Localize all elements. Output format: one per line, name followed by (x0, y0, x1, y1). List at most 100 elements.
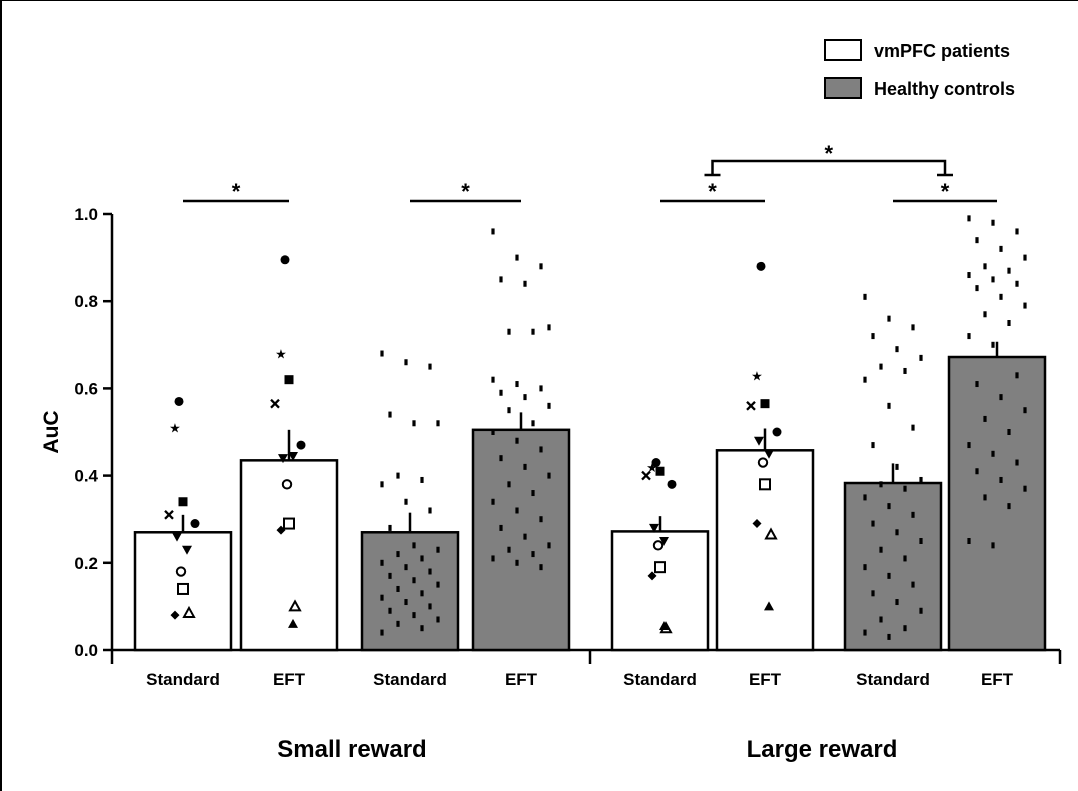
data-point (436, 420, 440, 427)
data-point (975, 468, 979, 475)
data-point (539, 263, 543, 270)
data-point (428, 363, 432, 370)
data-point (380, 594, 384, 601)
legend-swatch (824, 39, 862, 61)
data-point (991, 542, 995, 549)
significance-bracket (711, 159, 947, 175)
data-point (764, 527, 778, 540)
data-point (655, 466, 665, 476)
data-point (420, 625, 424, 632)
data-point (991, 219, 995, 226)
data-point (170, 610, 180, 620)
data-point (887, 402, 891, 409)
data-point (999, 245, 1003, 252)
legend-label: vmPFC patients (874, 41, 1010, 61)
data-point (436, 616, 440, 623)
data-point (983, 494, 987, 501)
data-point (404, 498, 408, 505)
significance-star: * (461, 179, 470, 204)
legend-swatch (824, 77, 862, 99)
data-point (531, 328, 535, 335)
data-point (647, 571, 657, 581)
data-point (641, 470, 651, 481)
y-tick-label: 0.8 (74, 292, 98, 311)
data-point (380, 559, 384, 566)
y-tick-label: 1.0 (74, 205, 98, 224)
data-point (174, 396, 184, 406)
data-point (752, 519, 762, 529)
data-point (879, 546, 883, 553)
data-point (523, 280, 527, 287)
data-point (380, 481, 384, 488)
data-point (396, 551, 400, 558)
data-point (523, 463, 527, 470)
significance-star: * (708, 179, 717, 204)
data-point (764, 449, 774, 459)
data-point (764, 601, 774, 611)
data-point (404, 564, 408, 571)
data-point (759, 478, 771, 491)
data-point (539, 385, 543, 392)
bar (239, 459, 339, 652)
data-point (879, 363, 883, 370)
data-point (654, 561, 666, 574)
data-point (436, 581, 440, 588)
data-point (531, 420, 535, 427)
data-point (281, 479, 293, 490)
data-point (975, 237, 979, 244)
bar (471, 428, 571, 652)
data-point (547, 402, 551, 409)
data-point (182, 605, 196, 618)
x-category-label: EFT (749, 670, 782, 689)
data-point (756, 261, 766, 271)
data-point (903, 367, 907, 374)
data-point (190, 519, 200, 529)
data-point (547, 324, 551, 331)
y-tick-label: 0.4 (74, 467, 98, 486)
data-point (491, 228, 495, 235)
data-point (523, 394, 527, 401)
data-point (887, 315, 891, 322)
data-point (499, 455, 503, 462)
legend: vmPFC patients Healthy controls (824, 39, 1015, 99)
significance-star: * (941, 179, 950, 204)
data-point (1023, 407, 1027, 414)
axes: 0.0 0.2 0.4 0.6 0.8 1.0 Standard EFT Standard EFT… (74, 205, 1062, 763)
data-point (667, 479, 677, 489)
data-point (380, 629, 384, 636)
x-category-label: EFT (273, 670, 306, 689)
data-point (1007, 267, 1011, 274)
data-point (420, 555, 424, 562)
data-point (919, 354, 923, 361)
x-group-label: Large reward (747, 736, 898, 763)
data-point: ★ (169, 421, 181, 436)
data-point (746, 401, 756, 411)
data-point (991, 341, 995, 348)
data-point (288, 599, 302, 612)
data-point (507, 546, 511, 553)
data-point (903, 555, 907, 562)
data-point (887, 572, 891, 579)
data-point (491, 498, 495, 505)
data-point (871, 520, 875, 527)
data-point (412, 542, 416, 549)
data-point (515, 254, 519, 261)
data-point (288, 451, 298, 461)
data-point (428, 568, 432, 575)
data-point (428, 507, 432, 514)
data-point (531, 551, 535, 558)
data-point: ★ (646, 460, 658, 475)
data-point (412, 577, 416, 584)
data-point (991, 450, 995, 457)
data-point (871, 590, 875, 597)
data-point (863, 494, 867, 501)
data-point (396, 472, 400, 479)
data-point (887, 633, 891, 640)
data-point (539, 564, 543, 571)
data-point (547, 472, 551, 479)
data-point (651, 458, 661, 468)
data-point (1007, 320, 1011, 326)
bar (843, 481, 943, 652)
legend-label: Healthy controls (874, 79, 1015, 99)
